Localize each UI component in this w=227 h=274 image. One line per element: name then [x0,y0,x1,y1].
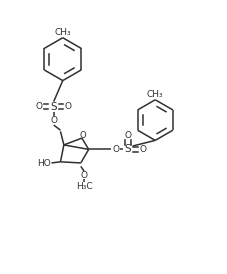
Text: CH₃: CH₃ [54,28,71,37]
Text: O: O [65,102,72,111]
Text: H₃C: H₃C [76,182,92,191]
Text: CH₃: CH₃ [147,90,163,99]
Text: S: S [50,102,57,112]
Text: HO: HO [37,159,50,168]
Text: O: O [125,131,132,140]
Text: O: O [139,145,146,154]
Text: O: O [36,102,42,111]
Text: O: O [50,116,57,125]
Text: O: O [112,145,119,154]
Text: O: O [81,171,88,180]
Text: S: S [125,144,131,155]
Text: O: O [80,131,86,140]
